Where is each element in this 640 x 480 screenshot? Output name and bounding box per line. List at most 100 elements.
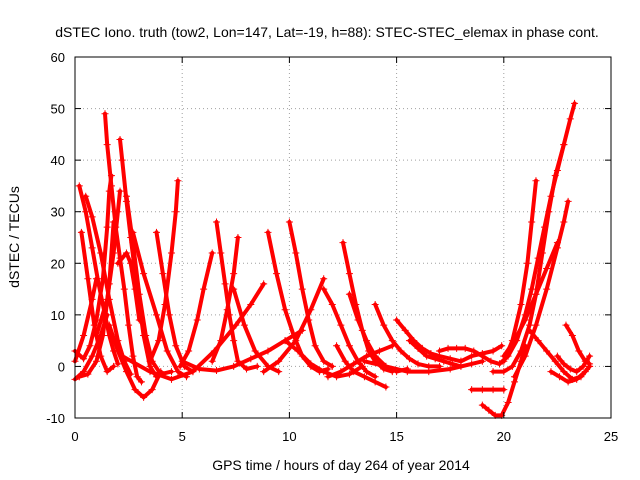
data-point <box>504 399 512 407</box>
data-point <box>148 386 156 394</box>
data-point <box>97 249 105 257</box>
data-point <box>543 285 551 293</box>
data-point <box>375 347 383 355</box>
data-point <box>163 347 171 355</box>
data-point <box>446 365 454 373</box>
data-point <box>586 352 594 360</box>
data-point <box>478 386 486 394</box>
data-point <box>88 213 96 221</box>
data-point <box>122 249 130 257</box>
data-point <box>521 352 529 360</box>
y-tick-label: 60 <box>51 50 65 65</box>
data-point <box>240 321 248 329</box>
data-point <box>137 378 145 386</box>
data-point <box>320 285 328 293</box>
data-point <box>397 347 405 355</box>
data-point <box>247 301 255 309</box>
x-tick-label: 5 <box>179 429 186 444</box>
data-point <box>553 352 561 360</box>
series-line <box>178 251 215 369</box>
satellite-pass-series <box>114 249 143 324</box>
data-point <box>122 368 130 376</box>
data-point <box>324 373 332 381</box>
data-point <box>543 347 551 355</box>
data-point <box>354 316 362 324</box>
x-tick-label: 15 <box>389 429 403 444</box>
series-line <box>326 343 395 379</box>
data-point <box>560 141 568 149</box>
data-point <box>159 270 167 278</box>
chart-title: dSTEC Iono. truth (tow2, Lon=147, Lat=-1… <box>55 24 599 40</box>
data-point <box>431 355 439 363</box>
data-point <box>217 249 225 257</box>
data-point <box>573 368 581 376</box>
data-point <box>403 368 411 376</box>
satellite-pass-series <box>547 362 594 386</box>
data-point <box>221 280 229 288</box>
data-point <box>581 368 589 376</box>
satellite-pass-series <box>324 342 396 381</box>
data-point <box>140 393 148 401</box>
data-point <box>543 264 551 272</box>
data-point <box>84 370 92 378</box>
data-point <box>208 357 216 365</box>
data-point <box>541 223 549 231</box>
satellite-pass-series <box>285 218 336 370</box>
data-point <box>405 355 413 363</box>
data-point <box>560 360 568 368</box>
x-tick-label: 20 <box>497 429 511 444</box>
data-point <box>511 337 519 345</box>
data-point <box>489 347 497 355</box>
data-point <box>532 321 540 329</box>
data-point <box>380 321 388 329</box>
data-point <box>122 192 130 200</box>
data-point <box>247 355 255 363</box>
data-point <box>213 218 221 226</box>
data-point <box>500 386 508 394</box>
series-line <box>214 220 260 371</box>
data-point <box>174 368 182 376</box>
data-point <box>230 270 238 278</box>
data-point <box>496 360 504 368</box>
series-line <box>497 142 566 366</box>
data-point <box>478 401 486 409</box>
data-point <box>307 306 315 314</box>
data-point <box>393 316 401 324</box>
data-point <box>208 249 216 257</box>
series-line <box>266 230 330 374</box>
data-point <box>534 254 542 262</box>
series-line <box>555 354 592 374</box>
satellite-pass-series <box>511 197 572 381</box>
data-point <box>193 316 201 324</box>
data-point <box>388 337 396 345</box>
data-point <box>425 368 433 376</box>
satellite-pass-series <box>405 337 465 370</box>
data-point <box>468 360 476 368</box>
data-point <box>103 141 111 149</box>
series-line <box>501 240 560 359</box>
data-point <box>581 357 589 365</box>
series-line <box>120 281 266 382</box>
series-line <box>73 276 99 364</box>
y-tick-label: 40 <box>51 153 65 168</box>
data-point <box>526 326 534 334</box>
data-point <box>547 368 555 376</box>
data-point <box>82 192 90 200</box>
data-point <box>88 295 96 303</box>
data-point <box>167 368 175 376</box>
data-point <box>178 357 186 365</box>
data-point <box>339 239 347 247</box>
y-axis-label: dSTEC / TECUs <box>6 186 22 288</box>
data-point <box>275 368 283 376</box>
data-point <box>414 360 422 368</box>
data-point <box>234 234 242 241</box>
data-point <box>172 208 180 216</box>
data-point <box>435 347 443 355</box>
data-point <box>120 285 128 293</box>
data-point <box>103 223 111 231</box>
data-point <box>341 357 349 365</box>
satellite-pass-series <box>146 177 182 365</box>
data-point <box>328 362 336 370</box>
data-point <box>195 365 203 373</box>
axis-ticks: 0 5 10 15 20 25 -10 0 10 20 30 40 50 60 <box>46 50 618 444</box>
